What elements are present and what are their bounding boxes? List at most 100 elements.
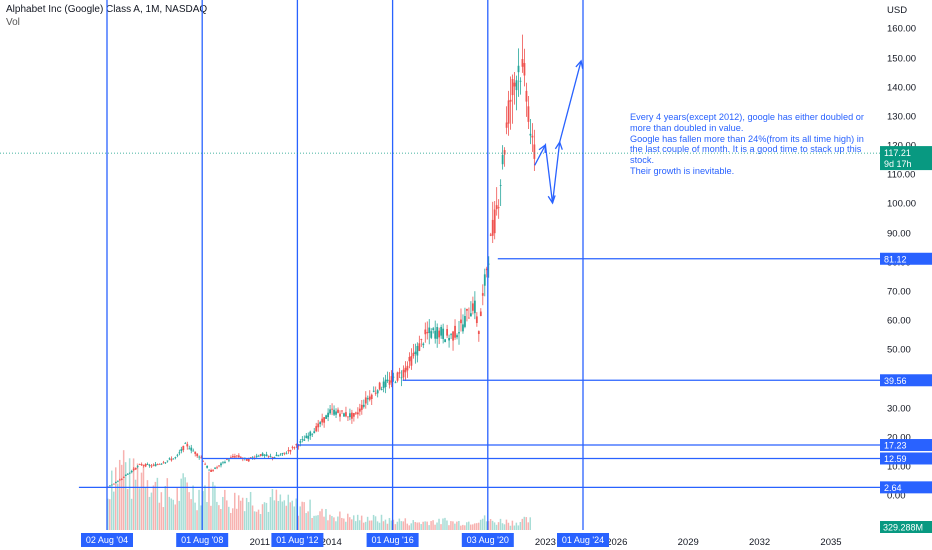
volume-bar: [166, 478, 169, 530]
candle-body: [460, 319, 462, 324]
volume-bar: [424, 521, 426, 530]
candle-body: [446, 329, 449, 336]
projection-arrowhead: [538, 143, 547, 154]
candle-body: [186, 444, 189, 447]
date-marker-tag-label: 01 Aug '24: [562, 535, 604, 545]
volume-bar: [432, 520, 434, 530]
candle-body: [450, 334, 452, 336]
volume-bar: [410, 523, 413, 530]
candle-body: [166, 460, 169, 462]
volume-bar: [366, 516, 369, 530]
candle-body: [475, 316, 478, 324]
volume-bar: [226, 500, 228, 530]
candle-body: [386, 379, 389, 381]
volume-bar: [206, 502, 208, 530]
candle-body: [130, 471, 133, 473]
candle-body: [188, 448, 191, 450]
candle-body: [374, 392, 377, 394]
candle-body: [499, 185, 502, 186]
volume-bar: [239, 500, 242, 530]
candle-body: [396, 372, 399, 381]
candle-body: [442, 328, 445, 339]
volume-last-label: 329.288M: [883, 523, 923, 533]
volume-bar: [515, 522, 518, 530]
y-axis-tick-label: 110.00: [887, 170, 915, 181]
volume-bar: [118, 459, 121, 530]
candle-body: [364, 397, 367, 404]
candle-body: [182, 445, 185, 451]
volume-bar: [438, 518, 440, 530]
volume-last-tag: [880, 521, 932, 533]
price-level-tag: [880, 439, 932, 452]
volume-bar: [188, 492, 190, 530]
date-marker-tag: [461, 533, 514, 547]
candle-body: [479, 311, 482, 317]
candle-body: [529, 133, 532, 136]
candle-body: [275, 454, 278, 457]
volume-bar: [525, 517, 528, 530]
candle-body: [509, 99, 512, 102]
volume-bar: [392, 519, 395, 530]
volume-bar: [499, 518, 502, 530]
candle-body: [343, 413, 345, 417]
candle-body: [220, 463, 222, 466]
candle-body: [503, 150, 506, 155]
volume-bar: [497, 522, 500, 530]
candle-body: [497, 207, 500, 209]
candle-body: [285, 453, 288, 455]
volume-bar: [351, 519, 353, 530]
volume-bar: [362, 522, 365, 530]
volume-bar: [196, 510, 198, 530]
volume-bar: [128, 458, 131, 530]
candle-body: [380, 389, 383, 391]
candle-body: [325, 415, 328, 419]
volume-bar: [255, 511, 258, 530]
x-axis-tick-label: 2026: [606, 537, 627, 548]
volume-bar: [380, 514, 383, 530]
volume-bar: [337, 516, 339, 530]
candle-body: [136, 466, 139, 467]
price-level-tag: [880, 452, 932, 465]
volume-bar: [162, 507, 165, 530]
candle-body: [440, 326, 443, 336]
y-axis-tick-label: 100.00: [887, 199, 916, 210]
candle-body: [178, 452, 181, 454]
volume-bar: [109, 499, 111, 530]
candle-body: [483, 274, 486, 286]
volume-bar: [477, 522, 480, 530]
volume-bar: [529, 517, 532, 530]
volume-bar: [446, 520, 448, 530]
volume-bar: [142, 466, 145, 530]
candle-body: [424, 329, 427, 335]
volume-bar: [243, 511, 246, 530]
candle-body: [501, 154, 504, 165]
candle-body: [156, 464, 159, 466]
volume-bar: [309, 499, 311, 530]
volume-bar: [487, 521, 490, 530]
volume-bar: [170, 498, 173, 530]
volume-bar: [464, 525, 466, 530]
volume-bar: [368, 520, 371, 530]
candle-body: [279, 454, 282, 456]
projection-arrowhead: [575, 59, 584, 69]
candle-body: [404, 367, 407, 373]
candle-body: [239, 457, 242, 459]
candle-body: [394, 382, 397, 384]
candle-body: [162, 462, 165, 464]
volume-bar: [481, 518, 484, 530]
volume-bar: [281, 501, 284, 530]
candle-body: [345, 412, 347, 417]
volume-bar: [192, 485, 194, 530]
candle-body: [331, 408, 333, 410]
volume-bar: [460, 525, 462, 530]
candle-body: [138, 464, 141, 465]
volume-bar: [468, 521, 470, 530]
volume-bar: [249, 491, 252, 530]
x-axis-tick-label: 2011: [250, 537, 270, 548]
candle-body: [146, 464, 149, 465]
volume-bar: [277, 500, 280, 530]
candle-body: [222, 461, 224, 463]
candle-body: [337, 409, 339, 413]
candle-body: [466, 308, 468, 311]
